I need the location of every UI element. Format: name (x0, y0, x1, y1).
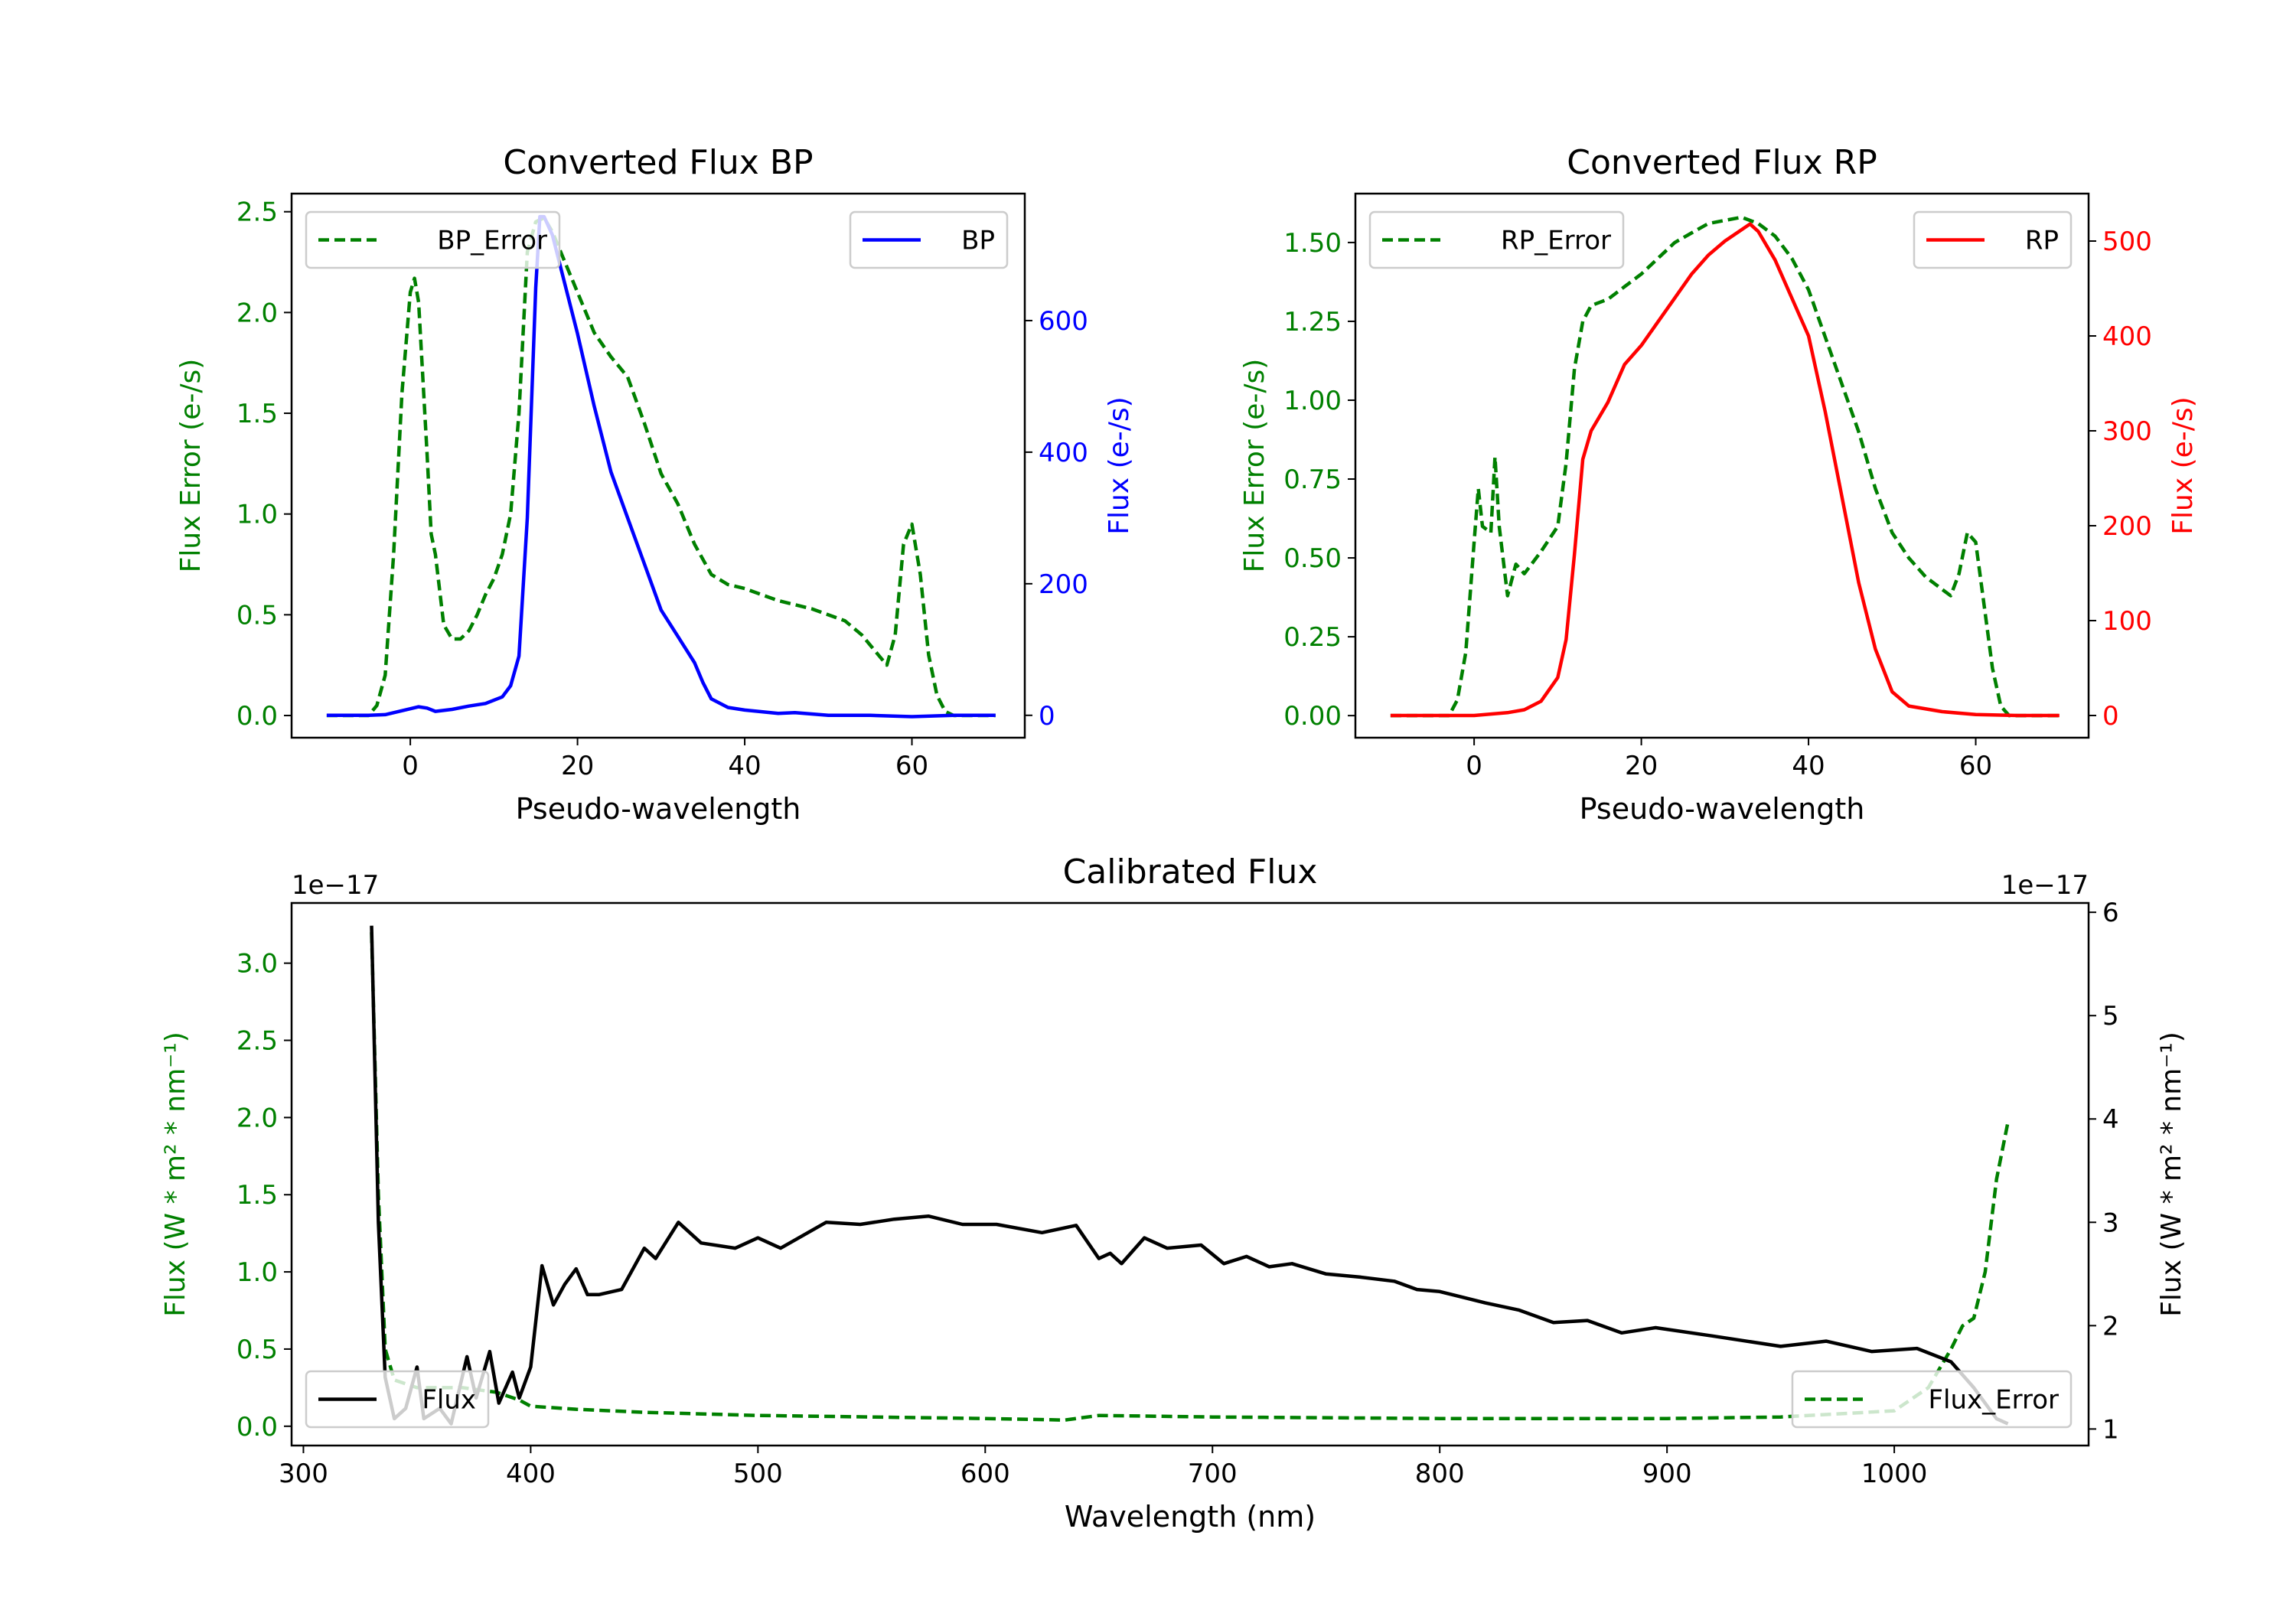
y-tick-label-right: 500 (2102, 227, 2152, 257)
legend-box (1791, 1370, 2073, 1429)
y-tick-label-left: 2.5 (236, 197, 278, 228)
legend-box (849, 210, 1009, 269)
x-tick-label: 20 (561, 751, 594, 781)
legend-label: BP (961, 226, 995, 256)
legend-label: BP_Error (437, 226, 547, 256)
y-tick-label-right: 3 (2102, 1208, 2119, 1238)
x-tick-label: 40 (1792, 751, 1825, 781)
legend-rp: RP (1913, 210, 2073, 269)
y-tick-label-right: 600 (1039, 306, 1088, 337)
y-tick-label-right: 5 (2102, 1001, 2119, 1032)
x-axis-label: Pseudo-wavelength (1580, 792, 1865, 826)
chart-panel-2: 300 400 500 600 700 800 900 1000 0.0 0.5 1.0 1.5 2.0… (160, 852, 2187, 1534)
axes-frame (290, 192, 1026, 739)
x-tick-label: 60 (895, 751, 928, 781)
legend-bp-error: BP_Error (305, 210, 561, 269)
y-tick-label-right: 0 (1039, 701, 1055, 732)
chart-panel-0: 0 20 40 60 0.0 0.5 1.0 1.5 2.0 2.5 0 200 400 600 Conve… (175, 143, 1135, 826)
chart-title: Converted Flux RP (1567, 143, 1877, 182)
chart-title: Converted Flux BP (503, 143, 813, 182)
y-axis-label-right: Flux (e-/s) (1104, 396, 1135, 534)
x-tick-label: 1000 (1861, 1459, 1928, 1489)
axes-frame (1354, 192, 2090, 739)
legend-label: RP_Error (1501, 226, 1611, 256)
y-tick-label-left: 1.5 (236, 1180, 278, 1211)
y-tick-label-left: 0.0 (236, 701, 278, 732)
y-tick-label-right: 100 (2102, 606, 2152, 637)
y-axis-label-left: Flux Error (e-/s) (175, 359, 207, 573)
legend-box (1913, 210, 2073, 269)
x-tick-label: 0 (1466, 751, 1482, 781)
x-tick-label: 20 (1625, 751, 1658, 781)
legend-rp-error: RP_Error (1368, 210, 1625, 269)
y-tick-label-left: 1.25 (1283, 307, 1342, 337)
series-line-rp-error (1390, 215, 2060, 718)
y-tick-label-left: 0.5 (236, 600, 278, 631)
y-axis-label-left: Flux (W * m² * nm⁻¹) (160, 1032, 191, 1317)
series-line-bp-error (326, 216, 996, 718)
y-tick-label-left: 1.0 (236, 500, 278, 530)
y-tick-label-left: 2.5 (236, 1026, 278, 1057)
x-tick-label: 40 (728, 751, 761, 781)
series-line-rp (1390, 222, 2060, 718)
x-axis-label: Pseudo-wavelength (516, 792, 801, 826)
legend-label: Flux (422, 1385, 476, 1416)
legend-box (305, 1370, 490, 1429)
legend-flux-error: Flux_Error (1791, 1370, 2073, 1429)
y-axis-label-right: Flux (W * m² * nm⁻¹) (2156, 1032, 2187, 1317)
y-tick-label-left: 0.75 (1283, 464, 1342, 495)
x-tick-label: 600 (960, 1459, 1010, 1489)
y-tick-label-left: 3.0 (236, 949, 278, 980)
legend-flux: Flux (305, 1370, 490, 1429)
legend-bp: BP (849, 210, 1009, 269)
series-line-flux (370, 925, 2009, 1426)
x-tick-label: 400 (506, 1459, 556, 1489)
series-line-bp (326, 214, 996, 719)
y-axis-label-left: Flux Error (e-/s) (1239, 359, 1270, 573)
x-tick-label: 60 (1959, 751, 1992, 781)
x-tick-label: 700 (1188, 1459, 1238, 1489)
y-tick-label-left: 1.50 (1283, 228, 1342, 259)
y-tick-label-right: 2 (2102, 1311, 2119, 1341)
offset-label-right: 1e−17 (2001, 870, 2089, 901)
y-tick-label-left: 1.0 (236, 1257, 278, 1288)
legend-label: RP (2025, 226, 2059, 256)
offset-label-left: 1e−17 (292, 870, 379, 901)
y-tick-label-right: 1 (2102, 1414, 2119, 1445)
y-tick-label-left: 2.0 (236, 1103, 278, 1133)
y-tick-label-right: 200 (1039, 569, 1088, 600)
x-axis-label: Wavelength (nm) (1065, 1500, 1316, 1534)
y-tick-label-left: 0.50 (1283, 543, 1342, 574)
legend-label: Flux_Error (1928, 1385, 2059, 1416)
y-tick-label-left: 0.0 (236, 1412, 278, 1442)
y-axis-label-right: Flux (e-/s) (2167, 396, 2199, 534)
legend-box (1368, 210, 1625, 269)
y-tick-label-right: 200 (2102, 511, 2152, 542)
y-tick-label-left: 1.5 (236, 399, 278, 429)
y-tick-label-left: 1.00 (1283, 386, 1342, 416)
y-tick-label-left: 0.25 (1283, 622, 1342, 653)
y-tick-label-right: 400 (2102, 321, 2152, 352)
x-tick-label: 900 (1642, 1459, 1692, 1489)
x-tick-label: 800 (1415, 1459, 1465, 1489)
y-tick-label-right: 0 (2102, 701, 2119, 732)
y-tick-label-left: 0.5 (236, 1335, 278, 1365)
y-tick-label-left: 2.0 (236, 298, 278, 328)
y-tick-label-right: 300 (2102, 416, 2152, 447)
x-tick-label: 300 (279, 1459, 328, 1489)
axes-frame (290, 901, 2090, 1447)
legend-box (305, 210, 561, 269)
chart-panel-1: 0 20 40 60 0.00 0.25 0.50 0.75 1.00 1.25 1.50 0 100 2… (1239, 143, 2199, 826)
y-tick-label-right: 6 (2102, 898, 2119, 928)
chart-title: Calibrated Flux (1063, 852, 1318, 892)
y-tick-label-right: 4 (2102, 1104, 2119, 1135)
x-tick-label: 500 (733, 1459, 783, 1489)
x-tick-label: 0 (402, 751, 419, 781)
y-tick-label-right: 400 (1039, 438, 1088, 468)
y-tick-label-left: 0.00 (1283, 701, 1342, 732)
series-line-flux-error (370, 932, 2010, 1422)
